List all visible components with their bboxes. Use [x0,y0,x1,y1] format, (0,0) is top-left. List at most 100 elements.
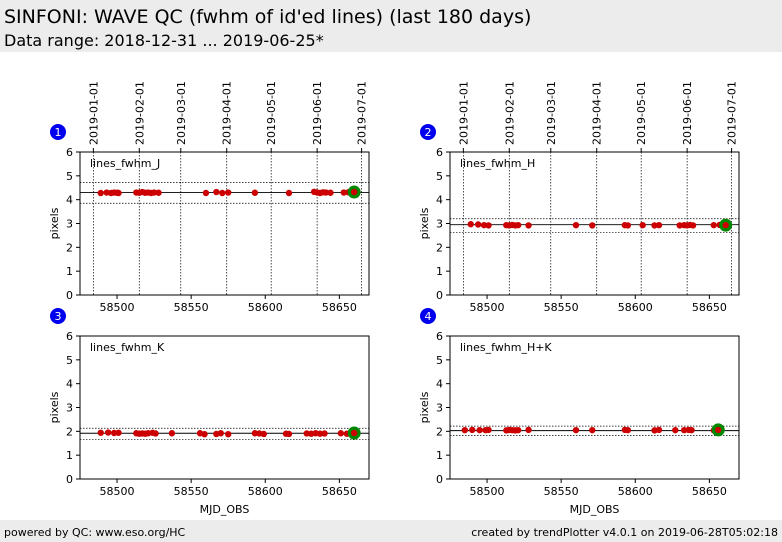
y-tick-label: 2 [436,241,443,254]
x-tick-label: 58650 [692,301,727,314]
last-data-point [350,188,358,196]
last-data-point [715,426,722,434]
data-point [572,221,580,229]
y-tick-label: 1 [66,449,73,462]
y-axis-label: pixels [418,207,431,239]
y-tick-label: 5 [66,170,73,183]
x-tick-label: 58600 [248,485,283,498]
date-tick-label: 2019-06-01 [681,81,694,145]
y-tick-label: 6 [436,330,443,343]
data-point [589,222,596,229]
data-point [624,426,632,434]
date-tick-label: 2019-01-01 [87,81,100,145]
x-tick-label: 58650 [322,301,357,314]
data-point [168,430,176,437]
data-point [514,221,522,229]
x-tick-label: 58600 [618,301,653,314]
data-point [572,426,580,434]
date-tick-label: 2019-02-01 [503,81,516,145]
data-point [589,426,596,434]
data-point [525,222,532,229]
data-point [337,430,345,437]
y-tick-label: 2 [66,425,73,438]
y-tick-label: 0 [66,473,73,486]
x-tick-label: 58500 [100,485,135,498]
data-point [225,189,232,196]
data-point [115,189,122,197]
data-point [202,189,210,197]
data-point [655,426,663,434]
y-tick-label: 1 [436,265,443,278]
date-tick-label: 2019-04-01 [221,81,234,145]
x-tick-label: 58600 [618,485,653,498]
x-tick-label: 58550 [544,301,579,314]
data-point [225,430,232,438]
panel-label: lines_fwhm_H+K [460,341,552,354]
date-tick-label: 2019-05-01 [635,81,648,145]
data-point [251,189,259,196]
date-tick-label: 2019-03-01 [175,81,188,145]
data-point [219,189,226,197]
x-tick-label: 58600 [248,301,283,314]
y-tick-label: 3 [436,402,443,415]
x-tick-label: 58550 [544,485,579,498]
chart-panel-2: 0 1 2 3 4 5 6 58500 58550 58600 58650 2019-01-01 201… [418,81,740,314]
panel-badge [50,308,66,324]
data-point [104,429,112,436]
data-point [321,430,328,437]
chart-panel-1: 0 1 2 3 4 5 6 58500 58550 58600 58650 2019-01-01 201… [48,81,370,314]
data-point [655,221,663,229]
panel-badge-number: 1 [55,126,62,139]
date-tick-label: 2019-05-01 [265,81,278,145]
data-point [155,189,162,196]
plot-frame [79,335,370,480]
date-tick-label: 2019-01-01 [457,81,470,145]
data-point [97,429,104,436]
panel-badge [420,124,436,140]
x-tick-label: 58500 [470,301,505,314]
footer-powered-by: powered by QC: www.eso.org/HC [4,526,186,539]
panel-badge-number: 3 [55,310,62,323]
y-tick-label: 4 [66,194,73,207]
page-subtitle: Data range: 2018-12-31 ... 2019-06-25* [4,31,324,50]
data-point [285,430,293,438]
date-tick-label: 2019-04-01 [591,81,604,145]
footer-created-by: created by trendPlotter v4.0.1 on 2019-0… [471,526,778,539]
date-tick-label: 2019-02-01 [133,81,146,145]
data-point [514,426,522,434]
data-point [639,221,646,229]
chart-panel-4: 0 1 2 3 4 5 6 58500 58550 58600 58650 pixels MJD_OBS… [418,308,740,516]
date-tick-label: 2019-06-01 [311,81,324,145]
panel-badge-number: 4 [425,310,432,323]
plot-frame [79,151,370,296]
page-title: SINFONI: WAVE QC (fwhm of id'ed lines) (… [4,6,532,28]
data-point [672,426,679,434]
data-point [688,426,695,434]
panel-badge-number: 2 [425,126,432,139]
chart-panel-3: 0 1 2 3 4 5 6 58500 58550 58600 58650 pixels MJD_OBS… [48,308,370,516]
data-point [469,426,476,434]
date-tick-label: 2019-07-01 [356,81,369,145]
last-data-point [350,429,358,437]
data-point [485,426,492,434]
date-tick-label: 2019-03-01 [545,81,558,145]
data-point [624,222,632,229]
data-point [97,189,104,197]
plot-frame [449,335,740,480]
y-tick-label: 0 [436,473,443,486]
x-tick-label: 58550 [174,301,209,314]
y-tick-label: 3 [66,218,73,231]
data-point [260,430,267,438]
data-point [476,426,483,434]
data-point [710,221,718,229]
data-point [461,426,469,434]
y-tick-label: 4 [66,378,73,391]
y-axis-label: pixels [48,391,61,423]
y-tick-label: 1 [436,449,443,462]
y-axis-label: pixels [48,207,61,239]
y-tick-label: 5 [436,170,443,183]
data-point [327,189,334,196]
y-tick-label: 6 [436,146,443,159]
y-tick-label: 4 [436,378,443,391]
